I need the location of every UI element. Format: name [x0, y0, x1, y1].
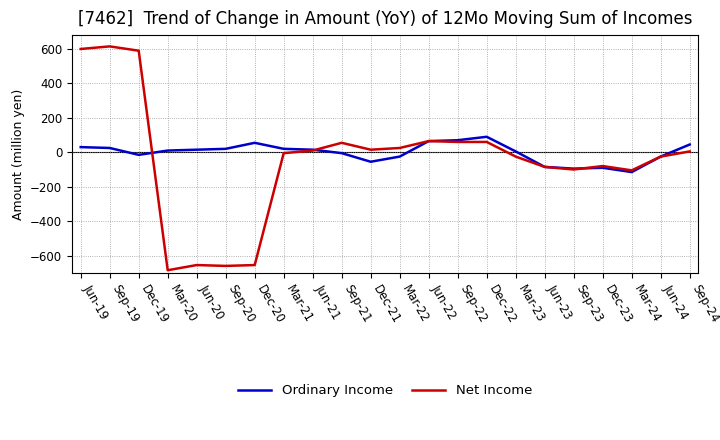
- Ordinary Income: [366, 159, 375, 165]
- Ordinary Income: [570, 166, 578, 171]
- Net Income: [221, 263, 230, 268]
- Ordinary Income: [76, 144, 85, 150]
- Ordinary Income: [627, 169, 636, 175]
- Ordinary Income: [251, 140, 259, 146]
- Ordinary Income: [395, 154, 404, 159]
- Net Income: [279, 150, 288, 156]
- Net Income: [598, 163, 607, 169]
- Line: Net Income: Net Income: [81, 46, 690, 270]
- Net Income: [541, 164, 549, 169]
- Title: [7462]  Trend of Change in Amount (YoY) of 12Mo Moving Sum of Incomes: [7462] Trend of Change in Amount (YoY) o…: [78, 10, 693, 28]
- Ordinary Income: [541, 164, 549, 169]
- Ordinary Income: [163, 148, 172, 153]
- Net Income: [251, 262, 259, 268]
- Net Income: [366, 147, 375, 152]
- Ordinary Income: [135, 152, 143, 158]
- Legend: Ordinary Income, Net Income: Ordinary Income, Net Income: [233, 379, 538, 403]
- Ordinary Income: [192, 147, 201, 152]
- Net Income: [657, 154, 665, 159]
- Net Income: [627, 168, 636, 173]
- Ordinary Income: [657, 154, 665, 159]
- Ordinary Income: [105, 145, 114, 150]
- Ordinary Income: [279, 146, 288, 151]
- Net Income: [482, 139, 491, 145]
- Net Income: [454, 139, 462, 145]
- Net Income: [395, 145, 404, 150]
- Line: Ordinary Income: Ordinary Income: [81, 137, 690, 172]
- Net Income: [163, 268, 172, 273]
- Net Income: [570, 167, 578, 172]
- Net Income: [511, 154, 520, 159]
- Ordinary Income: [454, 138, 462, 143]
- Ordinary Income: [482, 134, 491, 139]
- Ordinary Income: [598, 165, 607, 170]
- Net Income: [135, 48, 143, 53]
- Net Income: [76, 46, 85, 51]
- Net Income: [338, 140, 346, 146]
- Net Income: [424, 139, 433, 144]
- Ordinary Income: [511, 149, 520, 154]
- Ordinary Income: [308, 147, 317, 152]
- Net Income: [685, 149, 694, 154]
- Ordinary Income: [424, 139, 433, 144]
- Ordinary Income: [221, 146, 230, 151]
- Net Income: [105, 44, 114, 49]
- Net Income: [192, 262, 201, 268]
- Ordinary Income: [685, 142, 694, 147]
- Ordinary Income: [338, 150, 346, 156]
- Net Income: [308, 148, 317, 153]
- Y-axis label: Amount (million yen): Amount (million yen): [12, 88, 24, 220]
